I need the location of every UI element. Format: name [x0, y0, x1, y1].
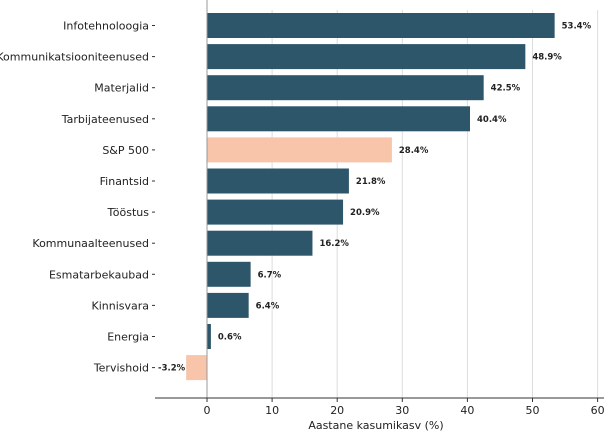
value-label: 6.7%	[258, 270, 282, 280]
value-label: 42.5%	[491, 84, 521, 94]
value-label: 0.6%	[218, 333, 242, 343]
value-label: 48.9%	[532, 53, 562, 63]
category-label: Kommunikatsiooniteenused	[0, 51, 149, 64]
x-tick-label: 60	[591, 404, 605, 417]
bar-10	[207, 292, 249, 318]
category-label: Tarbijateenused	[61, 113, 149, 126]
axes: 0 10 20 30 40 50 60	[152, 25, 605, 417]
x-tick-label: 50	[526, 404, 540, 417]
category-label: Kinnisvara	[91, 299, 149, 312]
category-label: Finantsid	[100, 175, 149, 188]
category-label: Tervishoid	[93, 362, 149, 375]
bar-7	[207, 199, 344, 225]
bar-3	[207, 75, 484, 101]
x-tick-label: 10	[265, 404, 279, 417]
value-label: 28.4%	[399, 146, 429, 156]
x-tick-label: 20	[330, 404, 344, 417]
value-label: 40.4%	[477, 115, 507, 125]
bar-9	[207, 261, 251, 287]
x-tick-label: 0	[204, 404, 211, 417]
category-label: Tööstus	[107, 206, 150, 219]
x-tick-label: 40	[460, 404, 474, 417]
bar-1	[207, 13, 555, 38]
value-labels: 53.4% 48.9% 42.5% 40.4% 28.4% 21.8% 20.9% 16.2%…	[158, 22, 592, 374]
category-label: Energia	[107, 331, 149, 344]
category-labels: Infotehnoloogia Kommunikatsiooniteenused M…	[0, 20, 149, 375]
category-label: S&P 500	[102, 144, 149, 157]
x-tick-label: 30	[395, 404, 409, 417]
bar-2	[207, 44, 526, 70]
value-label: 6.4%	[256, 301, 280, 311]
bars	[186, 13, 555, 381]
category-label: Esmatarbekaubad	[49, 268, 149, 281]
bar-4	[207, 106, 471, 132]
bar-11	[207, 324, 211, 349]
value-label: 53.4%	[562, 22, 592, 32]
category-label: Materjalid	[94, 82, 149, 95]
bar-12	[186, 355, 207, 381]
bar-5	[207, 137, 392, 163]
x-axis-title: Aastane kasumikasv (%)	[308, 419, 443, 432]
value-label: -3.2%	[158, 364, 186, 374]
value-label: 16.2%	[319, 239, 349, 249]
value-label: 20.9%	[350, 208, 380, 218]
value-label: 21.8%	[356, 177, 386, 187]
category-label: Kommunaalteenused	[32, 237, 149, 250]
bar-6	[207, 168, 349, 194]
category-label: Infotehnoloogia	[63, 20, 149, 33]
bar-8	[207, 230, 313, 256]
